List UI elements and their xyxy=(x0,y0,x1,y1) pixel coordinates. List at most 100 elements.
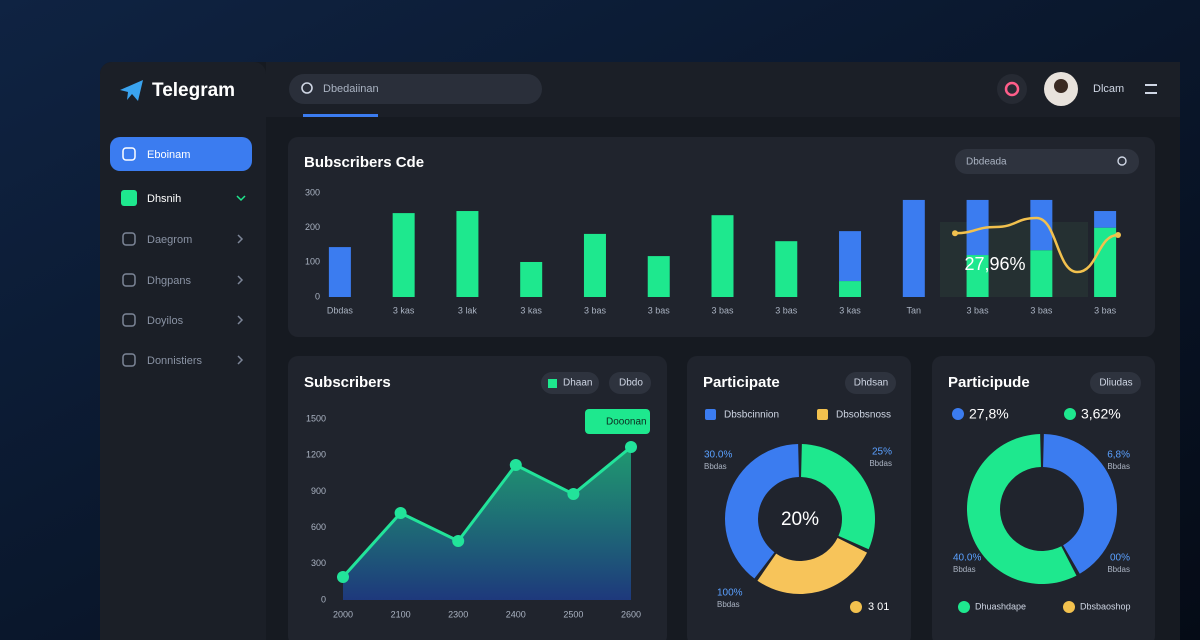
x-tick-label: Tan xyxy=(907,305,922,315)
tab-indicator xyxy=(303,114,378,117)
menu-icon xyxy=(122,273,136,287)
bar xyxy=(647,256,670,297)
panel-title: Subscribers xyxy=(304,374,391,391)
point xyxy=(509,458,522,471)
bar xyxy=(1030,250,1053,297)
panel-button-text: Dhdsan xyxy=(854,378,888,389)
panel-button-text: Dbdo xyxy=(619,378,643,389)
legend-swatch xyxy=(817,409,828,420)
legend-swatch xyxy=(1064,408,1076,420)
x-tick-label: 2000 xyxy=(333,609,353,619)
menu-item[interactable]: Doyilos xyxy=(147,315,184,327)
bar xyxy=(520,261,543,297)
menu-icon[interactable] xyxy=(1145,84,1157,94)
sidebar-active[interactable] xyxy=(110,137,252,171)
point xyxy=(394,506,407,519)
bar xyxy=(775,241,798,297)
point xyxy=(567,488,580,501)
menu-item[interactable]: Daegrom xyxy=(147,234,192,246)
panel-button[interactable] xyxy=(541,372,599,394)
panel-title: Participate xyxy=(703,374,780,391)
legend-label: Dhuashdape xyxy=(975,601,1026,611)
bar xyxy=(1094,211,1117,228)
y-tick-label: 300 xyxy=(311,558,326,568)
annotation: 40.0% xyxy=(953,553,981,564)
legend-label: 3,62% xyxy=(1081,406,1121,422)
annotation: 25% xyxy=(872,447,892,458)
bar xyxy=(328,247,351,297)
x-tick-label: 2100 xyxy=(391,609,411,619)
legend-label: 27,8% xyxy=(969,406,1009,422)
overlay-point xyxy=(1115,231,1121,238)
donut-segment xyxy=(1043,434,1118,574)
y-tick-label: 600 xyxy=(311,522,326,532)
x-tick-label: 3 bas xyxy=(967,305,990,315)
brand-logo xyxy=(120,80,143,101)
point xyxy=(337,570,349,583)
panel-button-text: Dliudas xyxy=(1099,378,1132,389)
search-placeholder: Dbedaiinan xyxy=(323,83,379,95)
legend-swatch xyxy=(952,408,964,420)
donut-center: 20% xyxy=(781,509,819,530)
user-name: Dlcam xyxy=(1093,83,1124,95)
notification-icon xyxy=(1004,81,1020,97)
menu-icon xyxy=(122,313,136,327)
x-tick-label: 3 bas xyxy=(1030,305,1053,315)
annotation: 00% xyxy=(1110,553,1130,564)
panel-title: Participude xyxy=(948,374,1030,391)
y-tick-label: 1200 xyxy=(306,450,326,460)
x-tick-label: 2500 xyxy=(563,609,583,619)
chevron xyxy=(237,355,244,365)
annotation-sub: Bbdas xyxy=(869,459,892,468)
panel-button[interactable] xyxy=(845,372,896,394)
x-tick-label: 3 bas xyxy=(1094,305,1117,315)
menu-item[interactable]: Donnistiers xyxy=(147,355,203,367)
avatar-face xyxy=(1054,79,1068,93)
menu-icon xyxy=(122,147,136,161)
notification-button[interactable] xyxy=(997,74,1027,104)
annotation-sub: Bbdas xyxy=(704,462,727,471)
overlay-line xyxy=(954,216,1119,274)
panel-button-text: Dhaan xyxy=(563,378,592,389)
panel-search[interactable] xyxy=(955,149,1139,174)
y-tick-label: 100 xyxy=(305,257,320,267)
badge xyxy=(585,409,650,434)
y-tick-label: 0 xyxy=(315,291,320,301)
annotation-sub: Bbdas xyxy=(953,565,976,574)
search-icon xyxy=(1117,156,1127,166)
point xyxy=(625,440,637,453)
x-tick-label: Dbdas xyxy=(327,305,354,315)
x-tick-label: 3 kas xyxy=(520,305,542,315)
menu-icon xyxy=(121,190,137,206)
donut-segment xyxy=(724,444,799,579)
footer-swatch xyxy=(850,601,862,613)
brand-name: Telegram xyxy=(152,80,235,101)
legend-swatch xyxy=(958,601,970,613)
point xyxy=(452,534,465,547)
y-tick-label: 1500 xyxy=(306,413,326,423)
bar xyxy=(966,255,989,297)
bar xyxy=(839,231,862,282)
line xyxy=(341,445,632,578)
chevron xyxy=(237,315,244,325)
annotation-sub: Bbdas xyxy=(717,600,740,609)
menu-item[interactable]: Dhgpans xyxy=(147,275,192,287)
bar xyxy=(839,281,862,297)
bar xyxy=(711,215,734,297)
donut-segment xyxy=(967,434,1077,584)
y-tick-label: 0 xyxy=(321,594,326,604)
menu-item[interactable]: Eboinam xyxy=(147,149,190,161)
menu-icon xyxy=(122,232,136,246)
bar xyxy=(456,211,479,297)
legend-label: Dbsobsnoss xyxy=(836,410,891,421)
legend-label: Dbsbaoshop xyxy=(1080,601,1131,611)
menu-item[interactable]: Dhsnih xyxy=(147,193,181,205)
chevron xyxy=(236,195,246,202)
panel-button[interactable] xyxy=(1090,372,1141,394)
search-box[interactable] xyxy=(289,74,542,104)
overlay-label: 27,96% xyxy=(964,254,1025,274)
panel-button[interactable] xyxy=(609,372,651,394)
annotation: 100% xyxy=(717,588,743,599)
x-tick-label: 2300 xyxy=(448,609,468,619)
annotation-sub: Bbdas xyxy=(1107,462,1130,471)
